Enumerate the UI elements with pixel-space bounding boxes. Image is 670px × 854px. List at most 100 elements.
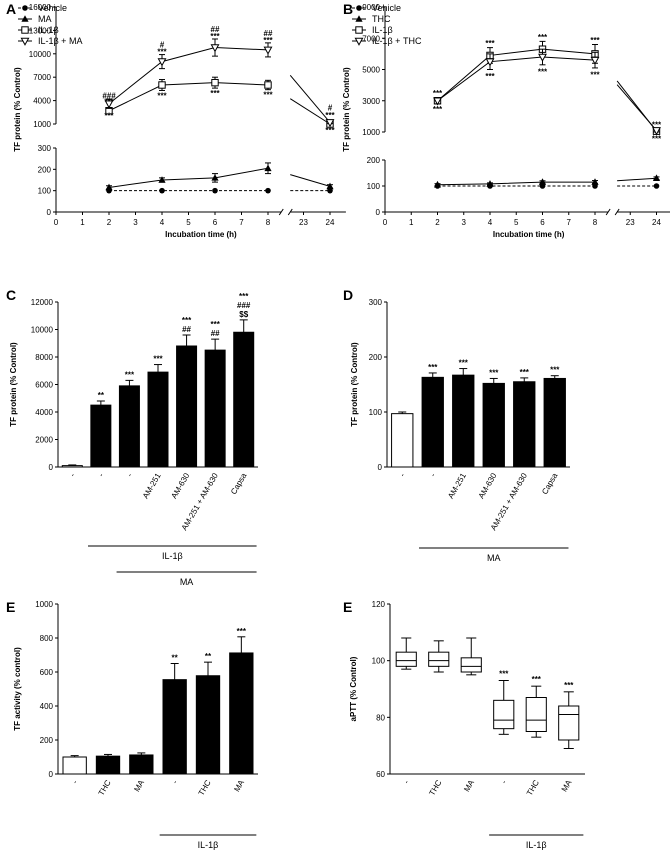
panel-A-y-axis-title: TF protein (% Control)	[13, 67, 22, 152]
panel-B-significance-label: ***	[538, 67, 548, 76]
panel-B-y-tick-label: 1000	[362, 128, 380, 137]
panel-C-significance-label: ##	[211, 329, 220, 338]
panel-E-activity-bar	[62, 756, 87, 775]
panel-B-legend-thc-swatch-marker	[355, 15, 363, 22]
panel-B-legend-il-1-thc-label: IL-1β + THC	[372, 36, 422, 46]
panel-E-activity-category-label: MA	[132, 778, 146, 793]
panel-B-y-tick-label: 5000	[362, 66, 380, 75]
panel-B-y-axis-title: TF protein (% Control)	[342, 67, 351, 152]
panel-A-x-tick-label: 1	[80, 218, 85, 227]
panel-A-series-il-1-ma-point	[157, 58, 167, 67]
panel-C-y-tick-label: 2000	[35, 436, 53, 445]
panel-A-x-tick-label: 0	[54, 218, 59, 227]
panel-A-x-tick-label: 6	[213, 218, 218, 227]
panel-E-aptt-significance-label: ***	[532, 675, 542, 684]
panel-B-significance-label: ***	[433, 105, 443, 114]
panel-B-y-tick-label: 7000	[362, 34, 380, 43]
panel-B-series-il-1-thc-point	[538, 53, 547, 62]
panel-D-significance-label: ***	[550, 366, 560, 375]
panel-A-series-il-1-ma-point	[263, 46, 273, 55]
panel-A-significance-label: ***	[157, 48, 167, 57]
panel-C-category-label: -	[68, 471, 77, 478]
panel-E-activity-group-label: IL-1β	[198, 840, 219, 850]
panel-E-aptt-box	[428, 651, 450, 667]
panel-E-aptt-category-label: MA	[462, 778, 476, 793]
panel-E-aptt: E 60 80 100 120 aPTT (% Control) - THC MA *** - **…	[343, 599, 585, 850]
panel-B-legend-il-1--swatch-marker	[355, 26, 363, 34]
panel-C-y-tick-label: 8000	[35, 353, 53, 362]
panel-E-activity-category-label: -	[70, 778, 79, 785]
panel-C-category-label: -	[125, 471, 134, 478]
panel-C-bar	[118, 385, 140, 468]
panel-C-bar	[233, 331, 255, 468]
panel-D-significance-label: ***	[428, 363, 438, 372]
panel-A-series-ma-line	[108, 167, 269, 188]
panel-A-significance-label: ***	[210, 89, 220, 98]
panel-A-significance-label: ***	[104, 98, 114, 107]
panel-D-bar	[421, 376, 444, 468]
panel-C-y-tick-label: 12000	[31, 298, 54, 307]
panel-C-y-tick-label: 4000	[35, 408, 53, 417]
panel-B-x-break-mark	[605, 208, 611, 216]
panel-E-aptt-category-label: -	[402, 778, 411, 785]
panel-E-aptt-group-label: IL-1β	[526, 840, 547, 850]
panel-D-bar	[452, 374, 475, 468]
panel-D-y-tick-label: 100	[369, 408, 383, 417]
panel-A-legend-ma-swatch-marker	[21, 15, 29, 22]
panel-B-x-tick-label: 3	[462, 218, 467, 227]
panel-E-activity: E 0 200 400 600 800 1000 TF activity (% contro…	[6, 599, 258, 850]
panel-B-y-tick-label: 9000	[362, 3, 380, 12]
panel-A-legend-il-1-ma-swatch-marker	[20, 37, 30, 46]
panel-A-series-ma-line-tail	[290, 174, 331, 187]
panel-D-y-tick-label: 0	[378, 463, 383, 472]
panel-B-label: B	[343, 1, 353, 17]
panel-E-aptt-box	[493, 699, 515, 730]
panel-B-legend-il-1--label: IL-1β	[372, 25, 393, 35]
panel-B-legend-vehicle-swatch-marker	[356, 5, 362, 11]
panel-B-x-tick-label: 8	[593, 218, 598, 227]
panel-B-series-il-1-thc-line	[437, 56, 596, 102]
panel-C-bar	[90, 404, 112, 468]
panel-D-group-label: MA	[487, 553, 501, 563]
panel-A-series-ma-point	[264, 164, 272, 172]
panel-A-series-vehicle-point	[212, 187, 218, 194]
panel-A-series-vehicle-point	[159, 187, 165, 194]
panel-A-legend-il-1--swatch-marker	[21, 26, 29, 34]
panel-B-significance-label: ***	[590, 71, 600, 80]
panel-D-category-label: AM-251	[446, 471, 468, 500]
panel-B-series-il-1-thc-point	[652, 127, 661, 136]
panel-D-category-label: -	[398, 471, 407, 478]
panel-C-y-tick-label: 0	[49, 463, 54, 472]
panel-D-y-axis-title: TF protein (% Control)	[350, 342, 359, 427]
panel-D-label: D	[343, 287, 353, 303]
panel-B-series-il-1-thc-point	[433, 97, 442, 106]
panel-A-y-tick-label: 7000	[33, 73, 51, 82]
panel-A-x-tick-label: 3	[133, 218, 138, 227]
panel-C-category-label: AM-630	[170, 471, 192, 500]
panel-A-series-vehicle-point	[265, 187, 271, 194]
panel-B-series-thc-point	[538, 178, 547, 185]
panel-E-aptt-y-axis-title: aPTT (% Control)	[349, 656, 358, 721]
panel-A-legend-il-1-ma-label: IL-1β + MA	[38, 36, 82, 46]
panel-B-significance-label: ***	[485, 72, 495, 81]
panel-D-category-label: -	[428, 471, 437, 478]
panel-E-activity-y-tick-label: 800	[40, 634, 54, 643]
panel-A-series-vehicle-point	[327, 187, 333, 194]
panel-C-bar	[204, 349, 226, 468]
panel-A-series-il-1--point	[211, 78, 219, 87]
panel-A-x-tick-label: 4	[160, 218, 165, 227]
panel-B-significance-label: ***	[485, 39, 495, 48]
panel-A-series-il-1-ma-line	[108, 47, 269, 105]
panel-C-significance-label: ##	[182, 325, 191, 334]
panel-E-aptt-label: E	[343, 599, 352, 615]
panel-A-significance-label: ##	[211, 25, 220, 34]
panel-B-x-tick-label: 6	[540, 218, 545, 227]
panel-D-y-tick-label: 300	[369, 298, 383, 307]
panel-D-bar	[482, 382, 505, 468]
panel-A-significance-label: ***	[325, 126, 335, 135]
panel-A-series-il-1-ma-point	[104, 100, 114, 109]
panel-D-category-label: Capsa	[540, 471, 560, 496]
panel-E-aptt-y-tick-label: 100	[372, 657, 386, 666]
panel-B-x-break-mark	[614, 208, 620, 216]
panel-A-legend-vehicle-label: Vehicle	[38, 3, 67, 13]
